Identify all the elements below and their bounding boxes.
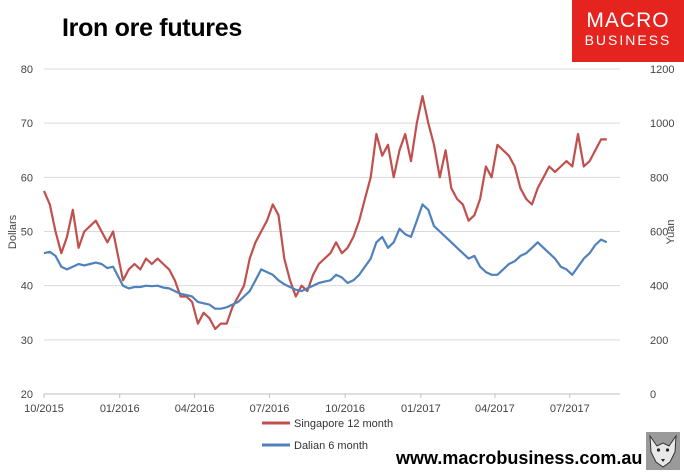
y2-axis-label: Yuan: [665, 219, 677, 244]
x-tick-label: 01/2017: [401, 403, 441, 415]
brand-logo: MACRO BUSINESS: [572, 0, 684, 62]
chart-title: Iron ore futures: [62, 14, 242, 42]
x-axis: 10/2015 01/2016 04/2016 07/2016 10/2016 01/20…: [24, 393, 620, 415]
y2-tick-label: 800: [650, 172, 668, 184]
series-lines: [42, 95, 608, 331]
legend-label-singapore-12-month: Singapore 12 month: [294, 418, 393, 430]
y-tick-label: 70: [21, 118, 33, 130]
y-tick-label: 20: [21, 389, 33, 401]
y2-tick-label: 600: [650, 227, 668, 239]
series-line-dalian-6-month: [43, 203, 608, 310]
y-axis-right: 0 200 400 600 800 1000 1200: [650, 64, 674, 401]
x-tick-label: 04/2017: [475, 403, 515, 415]
brand-line-2: BUSINESS: [584, 32, 672, 48]
x-tick-label: 01/2016: [100, 403, 140, 415]
x-tick-label: 07/2017: [550, 403, 590, 415]
y-tick-label: 30: [21, 335, 33, 347]
wolf-logo-icon: [646, 432, 680, 470]
footer-url: www.macrobusiness.com.au: [396, 448, 643, 468]
y-tick-label: 40: [21, 281, 33, 293]
y2-tick-label: 0: [650, 389, 656, 401]
y-tick-label: 60: [21, 172, 33, 184]
x-tick-label: 07/2016: [250, 403, 290, 415]
y2-tick-label: 1200: [650, 64, 674, 76]
y-axis-label: Dollars: [7, 214, 19, 249]
y2-tick-label: 400: [650, 281, 668, 293]
legend: Singapore 12 month Dalian 6 month: [262, 418, 393, 452]
series-line-singapore-12-month: [42, 95, 607, 331]
y2-tick-label: 200: [650, 335, 668, 347]
x-tick-label: 10/2015: [24, 403, 64, 415]
brand-line-1: MACRO: [586, 9, 670, 32]
x-tick-label: 10/2016: [325, 403, 365, 415]
y-axis-left: 20 30 40 50 60 70 80: [21, 64, 33, 401]
y-tick-label: 50: [21, 227, 33, 239]
gridlines: [44, 68, 620, 395]
legend-label-dalian-6-month: Dalian 6 month: [294, 440, 368, 452]
x-tick-label: 04/2016: [175, 403, 215, 415]
y-tick-label: 80: [21, 64, 33, 76]
y2-tick-label: 1000: [650, 118, 674, 130]
